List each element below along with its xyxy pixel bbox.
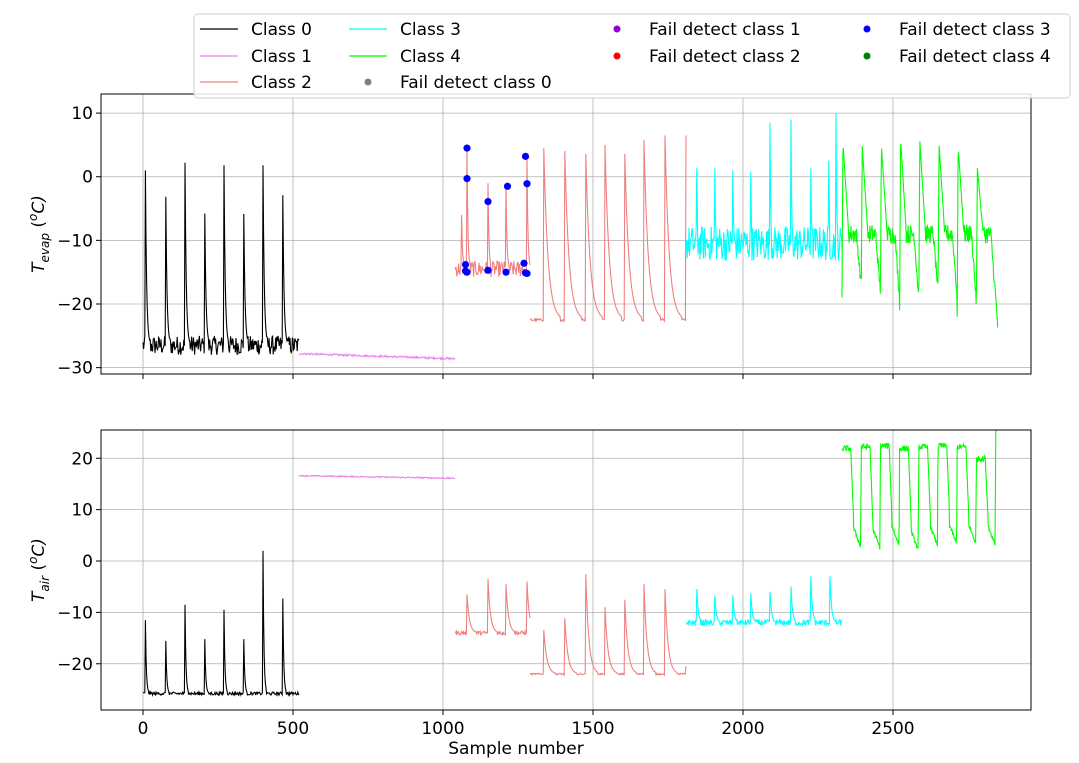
legend-label: Class 1 [251,47,312,67]
series-class-2 [529,135,687,323]
legend-swatch-dot [613,52,621,60]
legend-label: Fail detect class 1 [649,20,801,40]
fail-detect-marker [523,180,531,188]
legend-label: Fail detect class 2 [649,47,801,67]
fail-detect-marker [523,269,531,278]
y-tick-label: −20 [57,655,93,675]
legend-label: Class 2 [251,73,312,93]
fail-detect-marker [521,152,530,160]
legend-label: Fail detect class 3 [899,20,1051,40]
y-axis-label: Tevap (oC) [26,195,52,273]
series-class-1 [298,474,456,480]
y-tick-label: 0 [82,552,93,572]
y-tick-label: −20 [57,295,93,315]
series-class-2 [454,578,531,637]
x-tick-label: 2500 [871,719,914,739]
legend-label: Class 3 [400,20,461,40]
fail-detect-marker [463,144,471,152]
legend-label: Fail detect class 0 [400,73,552,93]
fail-detect-marker [502,268,510,276]
axes-frame [100,429,1032,711]
legend-box [193,13,1071,99]
fail-detect-marker [484,197,492,206]
legend-label: Class 0 [251,20,312,40]
series-class-2 [454,148,531,277]
y-tick-label: 0 [82,168,93,188]
y-tick-label: −10 [57,231,93,251]
series-class-3 [685,576,843,628]
x-axis-label: Sample number [448,739,584,759]
fail-detect-marker [520,259,528,267]
y-tick-label: 20 [71,449,93,469]
x-tick-label: 1500 [571,719,614,739]
fail-detect-marker [463,268,471,276]
series-class-0 [142,550,300,698]
y-axis-label: Tair (oC) [26,538,52,602]
series-class-2 [529,574,687,677]
bottom-panel-air-temperature: 0 500 1000 1500 2000 2500 20 10 0 −10 −20 Tair (oC)… [26,429,1032,759]
series-class-1 [298,352,456,361]
x-tick-label: 500 [277,719,309,739]
legend-swatch-dot [613,25,621,33]
legend-label: Fail detect class 4 [899,47,1051,67]
fail-detect-marker [463,175,471,183]
fail-detect-marker [503,182,512,190]
top-panel-evap-temperature: 10 0 −10 −20 −30 Tevap (oC) [26,93,1032,379]
series-class-3 [685,113,843,262]
y-tick-label: 10 [71,104,93,124]
x-tick-label: 0 [138,719,149,739]
y-tick-label: −10 [57,603,93,623]
fail-detect-marker [484,266,492,274]
series-class-4 [841,430,997,550]
y-tick-label: 10 [71,501,93,521]
legend-swatch-dot [863,25,871,33]
legend-swatch-dot [364,78,372,86]
legend-swatch-dot [863,52,871,60]
series-group [142,430,997,698]
legend: Class 0 Class 1 Class 2 Class 3 Class 4 Fail … [193,13,1071,99]
series-class-4 [841,141,999,328]
x-tick-label: 2000 [721,719,764,739]
series-class-0 [142,162,300,355]
y-tick-label: −30 [57,359,93,379]
fail-detect-marker [461,260,470,269]
series-group [142,113,999,361]
legend-label: Class 4 [400,47,461,67]
x-tick-label: 1000 [421,719,464,739]
